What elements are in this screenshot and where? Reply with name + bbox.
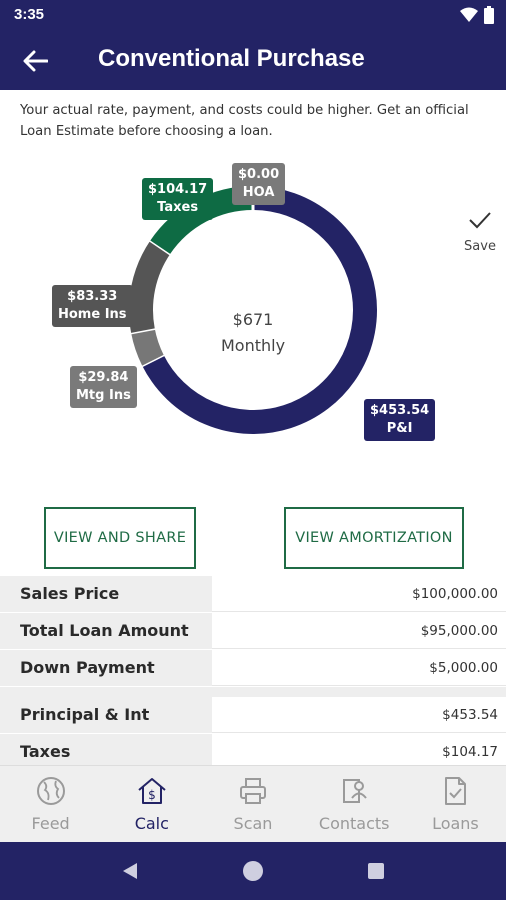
table-row: Sales Price $100,000.00 (0, 576, 506, 613)
nav-label: Calc (134, 814, 169, 833)
home-circle-icon[interactable] (242, 860, 264, 882)
nav-label: Loans (432, 814, 479, 833)
save-button[interactable]: Save (458, 210, 502, 254)
table-row: Total Loan Amount $95,000.00 (0, 613, 506, 650)
nav-calc[interactable]: $ Calc (101, 766, 202, 842)
document-icon (445, 777, 467, 805)
contacts-icon (343, 779, 367, 803)
donut-slice-p-i (142, 186, 377, 434)
chip-mtg-ins: $29.84 Mtg Ins (70, 366, 137, 408)
back-button[interactable] (18, 44, 52, 78)
save-label: Save (464, 239, 496, 254)
table-row: Principal & Int $453.54 (0, 697, 506, 734)
row-value: $5,000.00 (212, 650, 506, 686)
back-triangle-icon[interactable] (121, 861, 139, 881)
status-icons (460, 6, 494, 24)
chip-mtg-ins-label: Mtg Ins (76, 388, 131, 403)
table-row: Taxes $104.17 (0, 734, 506, 771)
chip-pi: $453.54 P&I (364, 399, 436, 441)
printer-icon (240, 778, 266, 804)
row-value: $100,000.00 (212, 576, 506, 612)
loan-summary-table: Sales Price $100,000.00 Total Loan Amoun… (0, 576, 506, 771)
page-title: Conventional Purchase (98, 45, 365, 72)
chip-home-ins-label: Home Ins (58, 307, 127, 322)
row-label: Principal & Int (0, 697, 212, 733)
table-row: Down Payment $5,000.00 (0, 650, 506, 687)
battery-icon (484, 6, 494, 24)
row-label: Down Payment (0, 650, 212, 686)
row-value: $453.54 (212, 697, 506, 733)
row-value: $95,000.00 (212, 613, 506, 649)
chip-taxes-label: Taxes (157, 200, 199, 215)
chip-home-ins: $83.33 Home Ins (52, 285, 133, 327)
recents-square-icon[interactable] (367, 862, 385, 880)
chip-pi-label: P&I (386, 421, 413, 436)
status-bar: 3:35 (0, 0, 506, 30)
disclaimer-text: Your actual rate, payment, and costs cou… (20, 103, 469, 139)
nav-contacts[interactable]: Contacts (304, 766, 405, 842)
nav-label: Contacts (318, 814, 390, 833)
app-bar: Conventional Purchase (0, 30, 506, 90)
globe-icon (36, 777, 65, 805)
row-value: $104.17 (212, 734, 506, 770)
view-amortization-button[interactable]: VIEW AMORTIZATION (284, 507, 464, 569)
donut-slice-mtg-ins (131, 328, 164, 366)
chip-pi-value: $453.54 (370, 403, 430, 418)
nav-label: Feed (31, 814, 70, 833)
view-and-share-button[interactable]: VIEW AND SHARE (44, 507, 196, 569)
chip-mtg-ins-value: $29.84 (78, 370, 129, 385)
calc-house-icon: $ (138, 778, 166, 804)
row-label: Sales Price (0, 576, 212, 612)
wifi-icon (460, 7, 478, 22)
section-divider (0, 687, 506, 697)
payment-donut-chart: $671 Monthly $0.00 HOA $104.17 Taxes $83… (0, 150, 506, 490)
nav-label: Scan (233, 814, 273, 833)
donut-separator (148, 238, 172, 256)
donut-slice-home-ins (129, 240, 171, 333)
chart-center-amount: $671 (232, 310, 274, 329)
check-icon (469, 212, 491, 229)
chip-home-ins-value: $83.33 (67, 289, 118, 304)
arrow-left-icon (23, 50, 48, 72)
status-time: 3:35 (14, 6, 45, 23)
svg-text:$: $ (148, 788, 156, 802)
nav-feed[interactable]: Feed (0, 766, 101, 842)
nav-scan[interactable]: Scan (202, 766, 303, 842)
chip-hoa-value: $0.00 (238, 167, 280, 182)
system-nav-bar (0, 842, 506, 900)
chip-hoa-label: HOA (242, 185, 275, 200)
chip-hoa: $0.00 HOA (232, 163, 286, 205)
chart-center-label: Monthly (220, 336, 286, 355)
chip-taxes: $104.17 Taxes (142, 178, 214, 220)
row-label: Taxes (0, 734, 212, 770)
nav-loans[interactable]: Loans (405, 766, 506, 842)
bottom-nav: Feed $ Calc Scan Contacts Loans (0, 765, 506, 842)
row-label: Total Loan Amount (0, 613, 212, 649)
chip-taxes-value: $104.17 (148, 182, 208, 197)
